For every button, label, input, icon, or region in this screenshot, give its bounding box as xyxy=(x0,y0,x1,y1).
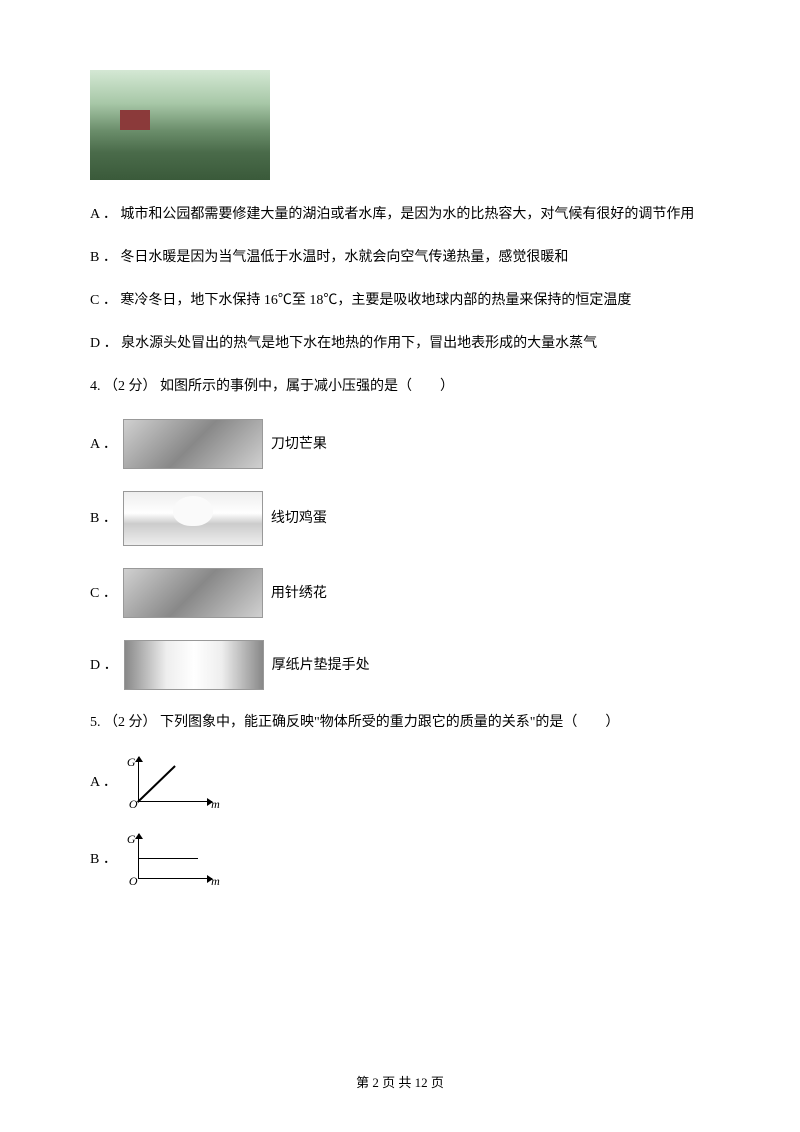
q3-option-d: D ． 泉水源头处冒出的热气是地下水在地热的作用下，冒出地表形成的大量水蒸气 xyxy=(90,333,710,354)
knife-mango-image xyxy=(123,419,263,469)
axis-label-x: m xyxy=(211,795,220,813)
wire-egg-image xyxy=(123,491,263,546)
option-label: A ． xyxy=(90,434,117,455)
graph-horizontal: G O m xyxy=(123,832,218,887)
option-text: 冬日水暖是因为当气温低于水温时，水就会向空气传递热量，感觉很暖和 xyxy=(120,250,568,265)
q4-option-c: C ． 用针绣花 xyxy=(90,568,710,618)
question-text: 下列图象中，能正确反映"物体所受的重力跟它的质量的关系"的是（ ） xyxy=(160,715,619,730)
needle-embroidery-image xyxy=(123,568,263,618)
q4-stem: 4. （2 分） 如图所示的事例中，属于减小压强的是（ ） xyxy=(90,376,710,397)
option-label: C ． xyxy=(90,583,117,604)
graph-line xyxy=(138,858,198,860)
option-label: B ． xyxy=(90,508,117,529)
option-label: C ． xyxy=(90,293,117,308)
option-label: B ． xyxy=(90,849,117,870)
question-number: 5. xyxy=(90,715,101,730)
option-label: A ． xyxy=(90,772,117,793)
q5-option-b: B ． G O m xyxy=(90,832,710,887)
q3-landscape-image xyxy=(90,70,270,180)
option-label: A ． xyxy=(90,207,117,222)
footer-mid: 页 共 xyxy=(379,1075,415,1090)
option-text: 线切鸡蛋 xyxy=(271,508,327,529)
option-label: D ． xyxy=(90,655,118,676)
option-text: 城市和公园都需要修建大量的湖泊或者水库，是因为水的比热容大，对气候有很好的调节作… xyxy=(120,207,694,222)
y-axis xyxy=(138,834,140,879)
question-text: 如图所示的事例中，属于减小压强的是（ ） xyxy=(160,379,454,394)
axis-label-origin: O xyxy=(129,872,138,890)
option-text: 刀切芒果 xyxy=(271,434,327,455)
x-axis xyxy=(138,878,212,880)
page-footer: 第 2 页 共 12 页 xyxy=(0,1073,800,1093)
option-text: 泉水源头处冒出的热气是地下水在地热的作用下，冒出地表形成的大量水蒸气 xyxy=(121,336,597,351)
q3-option-c: C ． 寒冷冬日，地下水保持 16℃至 18℃，主要是吸收地球内部的热量来保持的… xyxy=(90,290,710,311)
option-label: D ． xyxy=(90,336,118,351)
option-text: 寒冷冬日，地下水保持 16℃至 18℃，主要是吸收地球内部的热量来保持的恒定温度 xyxy=(120,293,631,308)
y-axis xyxy=(138,757,140,802)
option-text: 厚纸片垫提手处 xyxy=(272,655,370,676)
q4-option-b: B ． 线切鸡蛋 xyxy=(90,491,710,546)
q5-stem: 5. （2 分） 下列图象中，能正确反映"物体所受的重力跟它的质量的关系"的是（… xyxy=(90,712,710,733)
axis-label-origin: O xyxy=(129,795,138,813)
q3-option-a: A ． 城市和公园都需要修建大量的湖泊或者水库，是因为水的比热容大，对气候有很好… xyxy=(90,204,710,225)
q5-option-a: A ． G O m xyxy=(90,755,710,810)
option-text: 用针绣花 xyxy=(271,583,327,604)
q4-option-a: A ． 刀切芒果 xyxy=(90,419,710,469)
x-axis xyxy=(138,801,212,803)
axis-label-x: m xyxy=(211,872,220,890)
q3-option-b: B ． 冬日水暖是因为当气温低于水温时，水就会向空气传递热量，感觉很暖和 xyxy=(90,247,710,268)
cardboard-handle-image xyxy=(124,640,264,690)
footer-suffix: 页 xyxy=(428,1075,444,1090)
footer-total: 12 xyxy=(415,1075,428,1090)
q4-option-d: D ． 厚纸片垫提手处 xyxy=(90,640,710,690)
graph-line xyxy=(137,765,175,802)
question-points: （2 分） xyxy=(104,379,157,394)
option-label: B ． xyxy=(90,250,117,265)
graph-linear-origin: G O m xyxy=(123,755,218,810)
footer-prefix: 第 xyxy=(356,1075,372,1090)
question-number: 4. xyxy=(90,379,101,394)
question-points: （2 分） xyxy=(104,715,157,730)
